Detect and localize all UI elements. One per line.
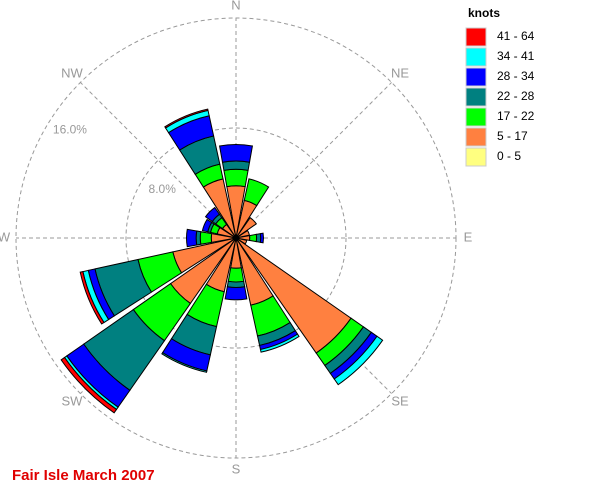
legend-label: 22 - 28 bbox=[497, 89, 535, 103]
rose-segment bbox=[236, 216, 258, 238]
rose-segment bbox=[223, 168, 249, 188]
direction-label: NW bbox=[61, 65, 83, 80]
rose-segment bbox=[333, 335, 384, 386]
legend-label: 17 - 22 bbox=[497, 109, 535, 123]
rose-segment bbox=[227, 267, 245, 283]
rose-segment bbox=[60, 356, 118, 414]
direction-label: W bbox=[0, 229, 11, 244]
rose-segment bbox=[186, 228, 198, 248]
rose-segment bbox=[218, 144, 254, 163]
legend-swatch bbox=[465, 47, 487, 67]
rose-segment bbox=[259, 232, 264, 244]
direction-label: S bbox=[232, 461, 241, 476]
legend-label: 28 - 34 bbox=[497, 69, 535, 83]
legend-swatch bbox=[465, 67, 487, 87]
legend-swatch bbox=[465, 147, 487, 167]
rose-segment bbox=[161, 351, 208, 373]
legend-label: 34 - 41 bbox=[497, 49, 535, 63]
rose-segment bbox=[248, 233, 258, 243]
chart-title: Fair Isle March 2007 bbox=[12, 467, 155, 484]
legend-swatch bbox=[465, 87, 487, 107]
direction-label: SE bbox=[391, 393, 409, 408]
direction-label: E bbox=[464, 229, 473, 244]
direction-label: SW bbox=[61, 393, 83, 408]
direction-label: N bbox=[231, 0, 240, 12]
rose-segment bbox=[224, 286, 248, 301]
legend-swatch bbox=[465, 27, 487, 47]
ring-label: 8.0% bbox=[149, 182, 177, 196]
rose-segment bbox=[237, 229, 251, 239]
rose-segment bbox=[259, 333, 300, 353]
rose-segment bbox=[221, 160, 251, 171]
legend-swatch bbox=[465, 107, 487, 127]
rose-segment bbox=[164, 108, 209, 129]
legend-label: 41 - 64 bbox=[497, 29, 535, 43]
rose-segment bbox=[201, 218, 213, 233]
spoke bbox=[235, 82, 392, 239]
legend-swatch bbox=[465, 127, 487, 147]
rose-segment bbox=[243, 178, 270, 207]
legend-label: 5 - 17 bbox=[497, 129, 528, 143]
rose-segment bbox=[199, 231, 213, 245]
legend-label: 0 - 5 bbox=[497, 149, 521, 163]
grid-circle bbox=[125, 127, 347, 349]
direction-label: NE bbox=[391, 65, 409, 80]
rose-segment bbox=[79, 270, 105, 325]
legend-title: knots bbox=[468, 6, 500, 20]
rose-segment bbox=[204, 206, 221, 223]
ring-label: 16.0% bbox=[53, 122, 87, 136]
rose-segment bbox=[226, 280, 246, 288]
